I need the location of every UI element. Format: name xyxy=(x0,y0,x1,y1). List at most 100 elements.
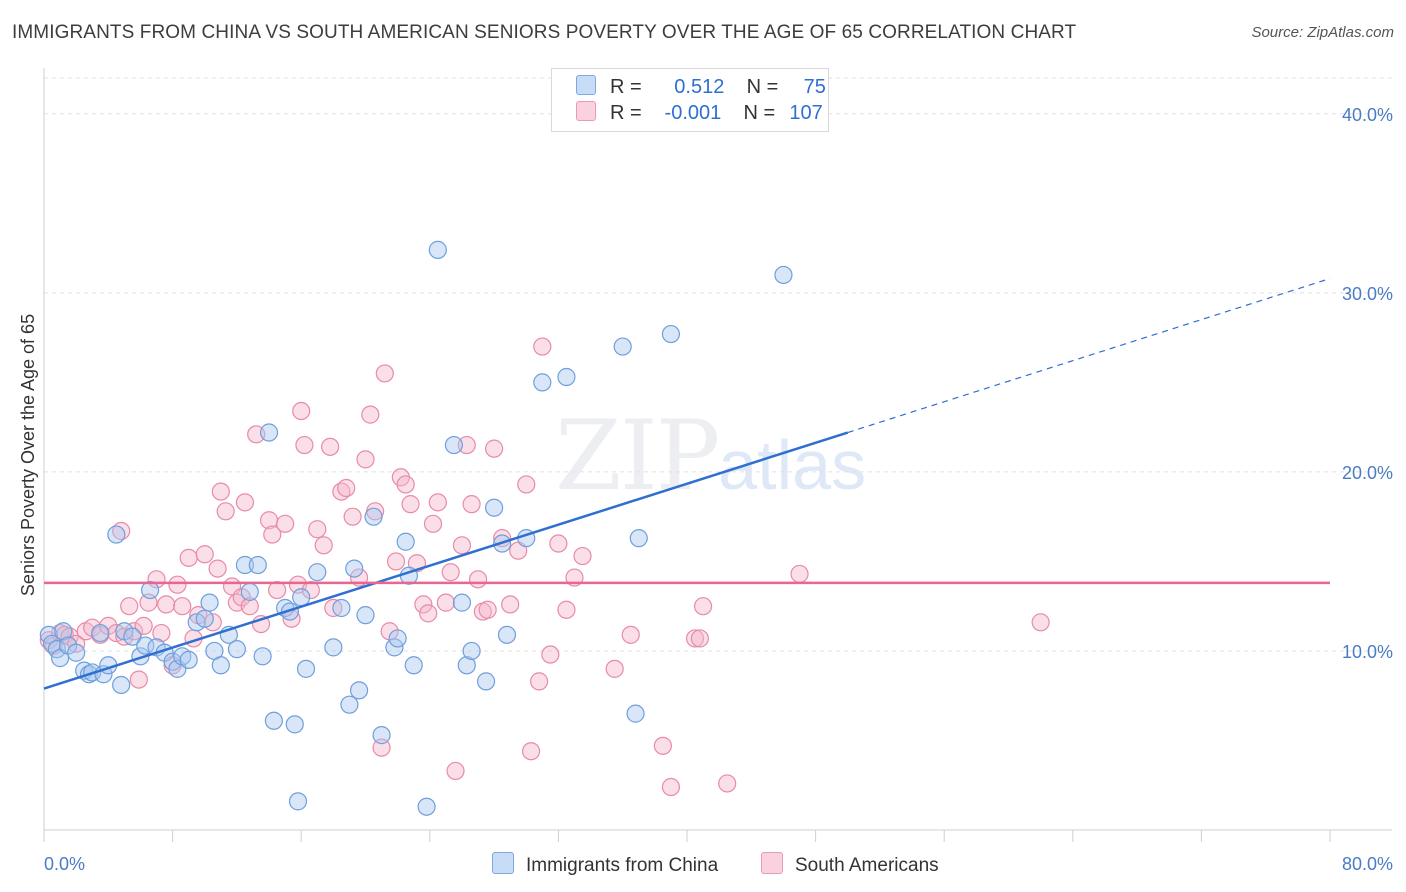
south-american-point xyxy=(120,597,139,616)
south-american-point xyxy=(423,514,443,533)
china-point xyxy=(476,672,496,691)
south-american-point xyxy=(301,580,320,600)
south-american-point xyxy=(457,435,476,455)
china-point xyxy=(264,711,283,730)
china-point xyxy=(613,337,632,356)
south-american-point xyxy=(557,600,576,619)
china-point xyxy=(417,797,436,816)
china-point xyxy=(345,559,364,578)
china-point xyxy=(452,593,472,612)
axes xyxy=(43,68,1392,842)
south-american-point xyxy=(386,552,406,571)
south-american-point xyxy=(501,595,520,614)
south-american-point xyxy=(208,559,227,578)
south-american-point xyxy=(396,475,415,494)
legend-n-value-south: 107 xyxy=(789,102,823,124)
south-american-point xyxy=(337,478,356,498)
trend-lines xyxy=(43,277,1331,690)
south-american-point xyxy=(541,645,560,664)
south-american-point xyxy=(321,437,340,456)
china-point xyxy=(629,529,648,548)
south-american-point xyxy=(240,597,259,616)
south-american-point xyxy=(216,502,235,521)
china-point xyxy=(626,704,645,723)
china-point xyxy=(332,598,351,618)
bottom-legend-label-south: South Americans xyxy=(795,855,939,876)
south-american-point xyxy=(478,600,497,619)
bottom-legend-china[interactable]: Immigrants from China xyxy=(492,852,718,877)
south-american-point xyxy=(533,337,552,356)
y-tick-label: 40.0% xyxy=(1342,105,1393,125)
china-point xyxy=(280,602,300,621)
china-point xyxy=(292,588,311,607)
china-point xyxy=(235,555,255,575)
south-american-point xyxy=(211,482,230,501)
y-tick-label: 20.0% xyxy=(1342,463,1393,483)
legend-row-south: R = -0.001 N = 107 xyxy=(576,101,823,127)
south-american-point xyxy=(521,742,541,761)
china-point xyxy=(253,647,272,666)
china-point xyxy=(240,582,259,601)
south-american-point xyxy=(343,507,362,526)
china-point xyxy=(227,640,246,659)
south-american-point xyxy=(690,629,709,648)
south-american-point xyxy=(573,546,592,566)
china-point xyxy=(288,792,308,811)
china-point xyxy=(396,532,415,551)
south-american-point xyxy=(517,475,536,494)
south-american-point xyxy=(1031,613,1050,632)
china-point xyxy=(444,435,464,455)
china-point xyxy=(340,695,359,714)
china-point xyxy=(457,656,476,675)
south-american-point xyxy=(292,401,311,421)
south-american-points xyxy=(39,337,1050,797)
south-american-point xyxy=(276,514,295,533)
south-american-point xyxy=(168,575,187,594)
south-american-point xyxy=(718,774,737,793)
legend-r-label: R = xyxy=(610,76,642,98)
china-point xyxy=(67,643,86,662)
y-tick-label: 10.0% xyxy=(1342,642,1393,662)
south-american-point xyxy=(152,623,171,643)
legend-n-label: N = xyxy=(743,102,776,124)
china-point xyxy=(324,638,343,657)
south-american-point xyxy=(401,495,420,514)
legend-swatch-china xyxy=(576,75,596,95)
south-american-point xyxy=(621,625,640,644)
china-point xyxy=(428,240,447,259)
correlation-legend: R = 0.512 N = 75 R = -0.001 N = 107 xyxy=(551,68,829,132)
bottom-legend-south[interactable]: South Americans xyxy=(761,852,939,877)
china-point xyxy=(356,606,375,625)
south-american-point xyxy=(235,493,255,512)
legend-r-label: R = xyxy=(610,102,642,124)
south-american-point xyxy=(790,564,809,584)
china-point xyxy=(107,525,126,544)
china-point xyxy=(123,627,142,646)
south-american-point xyxy=(653,736,672,755)
x-tick-label: 0.0% xyxy=(44,854,85,874)
china-points xyxy=(39,240,793,816)
south-american-point xyxy=(173,597,192,616)
south-american-point xyxy=(372,738,391,757)
south-american-point xyxy=(375,364,394,383)
source-credit[interactable]: Source: ZipAtlas.com xyxy=(1251,24,1394,41)
china-point xyxy=(404,656,423,675)
south-american-point xyxy=(452,536,472,555)
china-point xyxy=(195,609,214,628)
china-point xyxy=(372,726,391,745)
bottom-legend-label-china: Immigrants from China xyxy=(526,855,719,876)
south-american-point xyxy=(446,761,465,781)
china-point xyxy=(462,641,481,661)
watermark-zip: ZIP xyxy=(555,400,720,512)
china-point xyxy=(112,675,131,695)
bottom-legend-swatch-south xyxy=(761,852,783,874)
china-point xyxy=(248,555,267,575)
china-point xyxy=(485,498,504,517)
china-point xyxy=(497,625,517,644)
china-trend-extension xyxy=(847,277,1331,434)
china-point xyxy=(533,373,552,392)
south-american-point xyxy=(157,595,176,614)
south-american-point xyxy=(462,495,481,514)
south-american-point xyxy=(414,595,433,614)
